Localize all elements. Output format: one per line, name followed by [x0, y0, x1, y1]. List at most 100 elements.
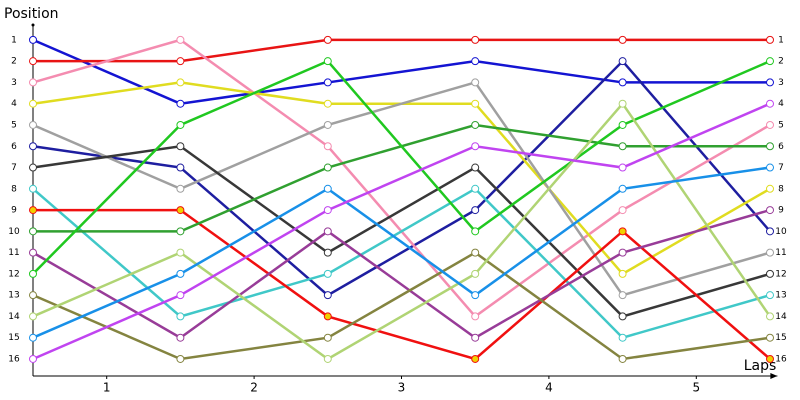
- point-marker: [176, 57, 185, 66]
- point-marker: [618, 248, 627, 257]
- point-marker: [471, 78, 480, 87]
- point-marker: [618, 35, 627, 44]
- point-marker: [766, 206, 774, 215]
- point-marker: [323, 227, 332, 236]
- point-marker: [323, 206, 332, 215]
- point-marker: [29, 269, 37, 278]
- y-axis-label: Position: [4, 6, 59, 22]
- point-marker: [176, 312, 185, 321]
- point-marker: [323, 333, 332, 342]
- point-marker: [323, 184, 332, 193]
- point-marker: [29, 99, 37, 108]
- y-tick-label: 2: [11, 57, 17, 67]
- series-line: [32, 101, 772, 361]
- y-tick-label-right: 1: [778, 35, 784, 45]
- point-marker: [323, 78, 332, 87]
- point-marker: [176, 248, 185, 257]
- point-marker: [766, 184, 774, 193]
- point-marker: [471, 227, 480, 236]
- y-tick-label-right: 11: [775, 248, 786, 258]
- point-marker: [29, 354, 37, 363]
- point-marker: [323, 291, 332, 300]
- point-marker: [176, 269, 185, 278]
- point-marker: [471, 120, 480, 129]
- x-axis-arrow: [770, 373, 778, 379]
- series-line: [33, 208, 771, 361]
- point-marker: [471, 291, 480, 300]
- point-marker: [323, 248, 332, 257]
- point-marker: [323, 354, 332, 363]
- y-tick-label-right: 10: [775, 227, 787, 237]
- point-marker: [618, 333, 627, 342]
- point-marker: [176, 35, 185, 44]
- point-marker: [176, 227, 185, 236]
- series-line: [32, 59, 771, 297]
- x-tick-label: 1: [103, 381, 111, 395]
- point-marker: [471, 57, 480, 66]
- point-marker: [29, 142, 37, 151]
- y-tick-label: 5: [11, 120, 17, 130]
- point-marker: [766, 142, 774, 151]
- point-marker: [29, 163, 37, 172]
- point-marker: [618, 184, 627, 193]
- y-tick-label-right: 7: [778, 163, 784, 173]
- point-marker: [766, 227, 774, 236]
- point-marker: [471, 312, 480, 321]
- point-marker: [29, 184, 37, 193]
- point-marker: [766, 163, 774, 172]
- point-marker: [618, 354, 627, 363]
- y-tick-label: 9: [11, 206, 17, 216]
- point-marker: [471, 99, 480, 108]
- point-marker: [618, 120, 627, 129]
- point-marker: [766, 35, 774, 44]
- point-marker: [176, 120, 185, 129]
- point-marker: [618, 57, 627, 66]
- y-tick-label-right: 14: [775, 312, 787, 322]
- point-marker: [618, 206, 627, 215]
- point-marker: [176, 206, 185, 215]
- y-tick-label-right: 3: [778, 78, 784, 88]
- point-marker: [176, 184, 185, 193]
- y-tick-label-right: 6: [778, 142, 784, 152]
- y-tick-label-right: 15: [775, 333, 786, 343]
- point-marker: [471, 354, 480, 363]
- x-tick-label: 4: [545, 381, 553, 395]
- point-marker: [618, 163, 627, 172]
- y-tick-label-right: 16: [775, 354, 787, 364]
- point-marker: [323, 142, 332, 151]
- point-marker: [618, 312, 627, 321]
- series-line: [33, 38, 770, 63]
- point-marker: [176, 333, 185, 342]
- point-marker: [766, 333, 774, 342]
- point-marker: [471, 184, 480, 193]
- point-marker: [323, 163, 332, 172]
- point-marker: [766, 312, 774, 321]
- point-marker: [29, 78, 37, 87]
- point-marker: [323, 99, 332, 108]
- series-line: [32, 187, 771, 340]
- point-marker: [176, 99, 185, 108]
- series-line: [32, 208, 771, 340]
- y-tick-label: 16: [8, 354, 20, 364]
- point-marker: [618, 78, 627, 87]
- point-marker: [176, 354, 185, 363]
- y-tick-label: 1: [11, 35, 17, 45]
- point-marker: [766, 269, 774, 278]
- y-tick-label-right: 8: [778, 184, 784, 194]
- y-tick-label: 11: [8, 248, 19, 258]
- point-marker: [471, 269, 480, 278]
- point-marker: [29, 57, 37, 66]
- y-tick-label: 12: [8, 269, 19, 279]
- y-tick-label: 13: [8, 291, 19, 301]
- point-marker: [29, 227, 37, 236]
- point-marker: [766, 354, 774, 363]
- point-marker: [323, 269, 332, 278]
- point-marker: [176, 291, 185, 300]
- series-line: [32, 59, 771, 275]
- y-tick-label-right: 4: [778, 99, 784, 109]
- point-marker: [471, 248, 480, 257]
- point-marker: [618, 142, 627, 151]
- y-tick-label-right: 5: [778, 120, 784, 130]
- point-marker: [618, 269, 627, 278]
